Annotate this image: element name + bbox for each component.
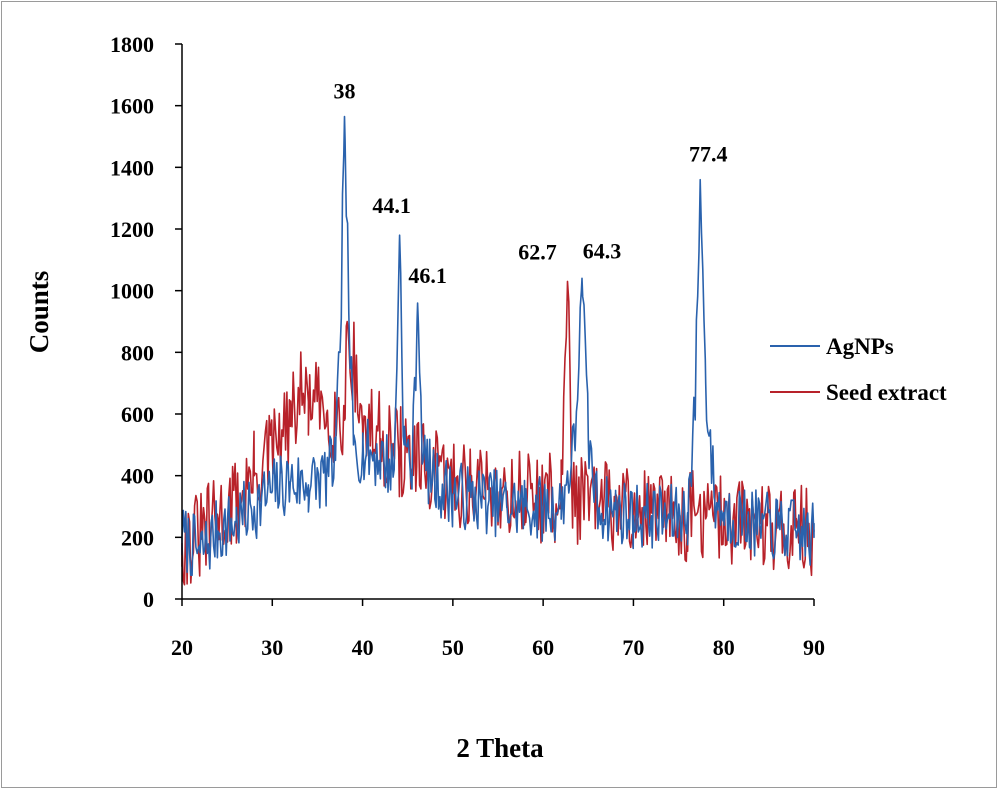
- x-tick-label: 40: [352, 635, 374, 660]
- y-tick-label: 200: [121, 525, 154, 550]
- y-tick-label: 1800: [110, 32, 154, 57]
- peak-label: 38: [334, 78, 356, 103]
- series-line-agnps: [181, 115, 815, 576]
- peak-label: 64.3: [583, 238, 622, 263]
- peak-label: 46.1: [408, 263, 447, 288]
- x-tick-label: 80: [713, 635, 735, 660]
- peak-label: 62.7: [518, 239, 557, 264]
- y-tick-label: 1400: [110, 155, 154, 180]
- y-tick-label: 0: [143, 587, 154, 612]
- axes-layer: 0 200 400 600 800 1000 1200 1400 1600 1800 20 30 40 5…: [110, 32, 825, 660]
- x-tick-label: 70: [622, 635, 644, 660]
- y-axis-title: Counts: [24, 271, 54, 354]
- y-tick-label: 1200: [110, 217, 154, 242]
- x-tick-label: 60: [532, 635, 554, 660]
- labels-layer: 38 44.1 46.1 62.7 64.3 77.4: [334, 78, 728, 288]
- peak-label: 77.4: [689, 142, 728, 167]
- x-tick-label: 30: [261, 635, 283, 660]
- series-line-seed-extract: [181, 280, 815, 586]
- y-tick-label: 800: [121, 340, 154, 365]
- y-tick-label: 600: [121, 402, 154, 427]
- legend-label: Seed extract: [826, 380, 947, 405]
- x-tick-label: 50: [442, 635, 464, 660]
- y-tick-label: 1000: [110, 279, 154, 304]
- y-tick-label: 1600: [110, 94, 154, 119]
- x-tick-label: 20: [171, 635, 193, 660]
- peak-label: 44.1: [372, 193, 411, 218]
- y-tick-label: 400: [121, 464, 154, 489]
- legend: AgNPs Seed extract: [770, 334, 947, 405]
- x-tick-label: 90: [803, 635, 825, 660]
- legend-label: AgNPs: [826, 334, 894, 359]
- series-layer: [181, 115, 815, 586]
- x-axis-title: 2 Theta: [456, 733, 544, 763]
